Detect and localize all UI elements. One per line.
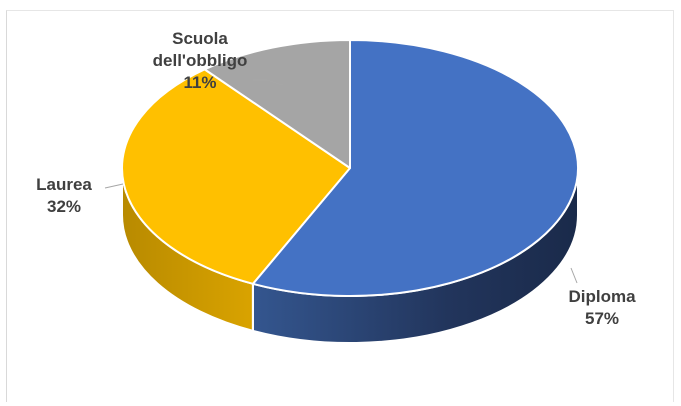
data-label-laurea-name: Laurea [36, 175, 92, 194]
data-label-diploma-percent: 57% [585, 309, 619, 328]
leader-line-laurea [104, 183, 124, 189]
pie-slice-laurea [121, 68, 351, 285]
data-label-scuola-dell-obbligo-percent: 11% [183, 73, 216, 92]
leader-line-scuola-dell-obbligo [253, 79, 284, 86]
data-label-diploma-name: Diploma [568, 287, 636, 306]
pie-slice-diploma [251, 39, 579, 297]
data-label-scuola-dell-obbligo-name: dell'obbligo [153, 51, 248, 70]
leader-line-diploma [570, 267, 578, 284]
pie-slice-scuola-dell-obbligo [203, 39, 351, 169]
data-label-scuola-dell-obbligo-name: Scuola [172, 29, 228, 48]
data-label-laurea-percent: 32% [47, 197, 81, 216]
